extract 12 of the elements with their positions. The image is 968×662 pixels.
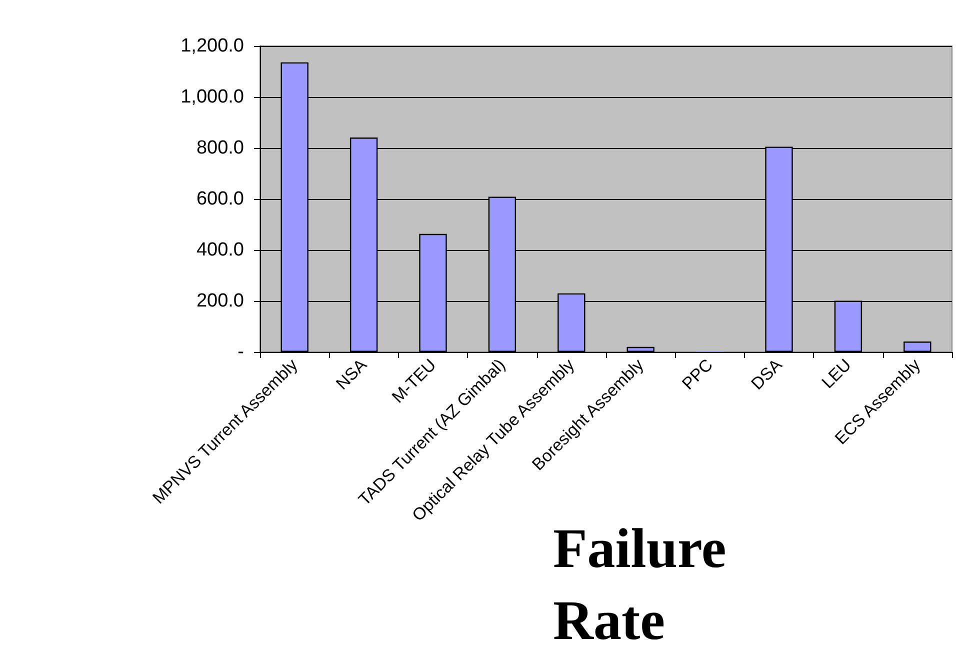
y-tick-label: 1,000.0 — [180, 86, 244, 108]
y-tick-label: 1,200.0 — [180, 36, 244, 56]
y-tick-label: 800.0 — [196, 138, 244, 158]
x-tick-label: DSA — [748, 354, 786, 394]
text: Failure Rate — [553, 518, 726, 652]
bar — [904, 342, 932, 352]
y-tick-label: 400.0 — [196, 240, 244, 260]
y-tick-label: 600.0 — [196, 188, 244, 210]
y-tick-label: 200.0 — [196, 290, 244, 312]
y-tick-label: - — [238, 342, 244, 362]
x-tick-label: NSA — [332, 354, 371, 394]
bar — [626, 346, 654, 352]
